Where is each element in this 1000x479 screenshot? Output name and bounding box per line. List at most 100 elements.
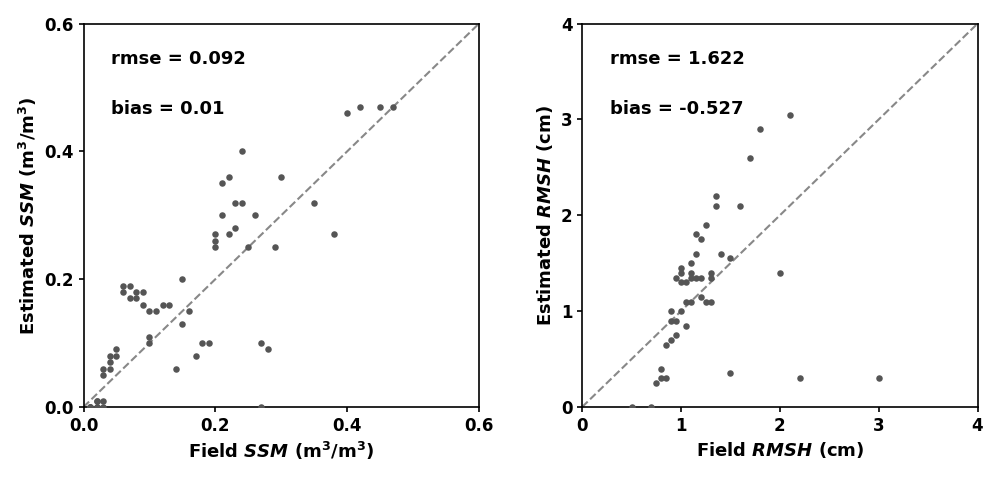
Point	[668, 274, 684, 282]
Point	[253, 403, 269, 411]
Point	[122, 295, 138, 302]
Point	[148, 308, 164, 315]
Point	[82, 403, 98, 411]
Point	[653, 365, 669, 373]
Point	[115, 288, 131, 296]
Point	[95, 365, 111, 373]
Point	[703, 298, 719, 306]
Point	[668, 317, 684, 325]
Point	[326, 231, 342, 239]
Point	[663, 336, 679, 344]
Point	[385, 103, 401, 111]
Point	[663, 317, 679, 325]
Point	[688, 231, 704, 239]
Point	[82, 403, 98, 411]
Point	[102, 358, 118, 366]
Point	[141, 339, 157, 347]
Point	[168, 365, 184, 373]
Point	[89, 403, 105, 411]
Point	[658, 341, 674, 349]
Point	[135, 288, 151, 296]
Point	[713, 250, 729, 258]
Point	[108, 346, 124, 354]
Text: bias = -0.527: bias = -0.527	[610, 100, 743, 118]
Point	[273, 173, 289, 181]
X-axis label: Field $\bfit{SSM}$ (m$^3$/m$^3$): Field $\bfit{SSM}$ (m$^3$/m$^3$)	[188, 440, 374, 462]
Point	[742, 154, 758, 161]
Point	[683, 298, 699, 306]
Point	[693, 236, 709, 243]
Point	[708, 192, 724, 200]
Point	[89, 397, 105, 404]
Point	[678, 298, 694, 306]
Point	[693, 293, 709, 301]
Point	[772, 269, 788, 277]
Point	[678, 322, 694, 330]
Point	[207, 243, 223, 251]
Point	[234, 148, 250, 155]
Point	[722, 255, 738, 262]
Point	[648, 379, 664, 387]
Point	[174, 275, 190, 283]
Point	[792, 375, 808, 382]
Point	[108, 352, 124, 360]
Point	[207, 231, 223, 239]
Point	[161, 301, 177, 308]
Point	[688, 274, 704, 282]
Point	[658, 375, 674, 382]
Point	[135, 301, 151, 308]
Point	[352, 103, 368, 111]
Point	[102, 365, 118, 373]
Point	[339, 109, 355, 117]
Point	[214, 180, 230, 187]
Point	[214, 212, 230, 219]
Point	[115, 282, 131, 289]
Point	[683, 274, 699, 282]
Point	[188, 352, 204, 360]
Point	[128, 295, 144, 302]
Point	[782, 111, 798, 118]
Point	[668, 331, 684, 339]
Point	[240, 243, 256, 251]
Point	[89, 397, 105, 404]
Point	[693, 274, 709, 282]
Point	[267, 243, 283, 251]
Point	[703, 274, 719, 282]
Point	[201, 339, 217, 347]
Point	[722, 370, 738, 377]
Point	[128, 288, 144, 296]
Point	[234, 199, 250, 206]
Y-axis label: Estimated $\bfit{SSM}$ (m$^3$/m$^3$): Estimated $\bfit{SSM}$ (m$^3$/m$^3$)	[17, 96, 39, 335]
Point	[102, 352, 118, 360]
Point	[663, 308, 679, 315]
Point	[673, 269, 689, 277]
Point	[673, 264, 689, 272]
Point	[732, 202, 748, 209]
Text: rmse = 0.092: rmse = 0.092	[111, 50, 246, 68]
Point	[95, 397, 111, 404]
Point	[260, 346, 276, 354]
Point	[141, 333, 157, 341]
Point	[253, 339, 269, 347]
Point	[155, 301, 171, 308]
Point	[227, 199, 243, 206]
Point	[95, 371, 111, 379]
X-axis label: Field $\bfit{RMSH}$ (cm): Field $\bfit{RMSH}$ (cm)	[696, 440, 864, 460]
Point	[174, 320, 190, 328]
Point	[708, 202, 724, 209]
Point	[683, 269, 699, 277]
Point	[624, 403, 640, 411]
Point	[683, 260, 699, 267]
Point	[673, 308, 689, 315]
Point	[181, 308, 197, 315]
Point	[752, 125, 768, 133]
Point	[871, 375, 887, 382]
Point	[194, 339, 210, 347]
Point	[698, 221, 714, 229]
Point	[678, 279, 694, 286]
Point	[82, 403, 98, 411]
Point	[227, 224, 243, 232]
Point	[703, 269, 719, 277]
Point	[95, 403, 111, 411]
Point	[89, 403, 105, 411]
